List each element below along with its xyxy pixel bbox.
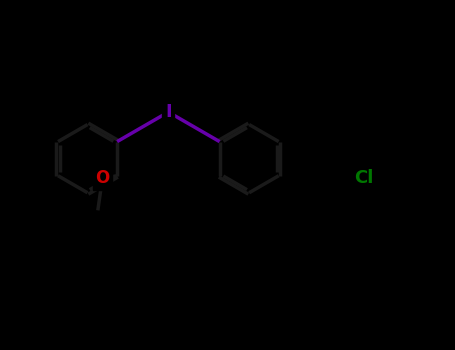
Text: O: O (95, 169, 110, 188)
Text: Cl: Cl (354, 169, 374, 188)
Text: I: I (165, 103, 172, 121)
